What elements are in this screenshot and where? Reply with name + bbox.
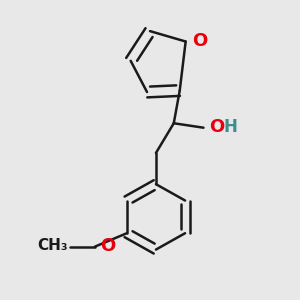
Text: O: O [192, 32, 208, 50]
Text: O: O [209, 118, 224, 136]
Text: H: H [224, 118, 238, 136]
Text: O: O [100, 237, 115, 255]
Text: CH₃: CH₃ [38, 238, 68, 253]
